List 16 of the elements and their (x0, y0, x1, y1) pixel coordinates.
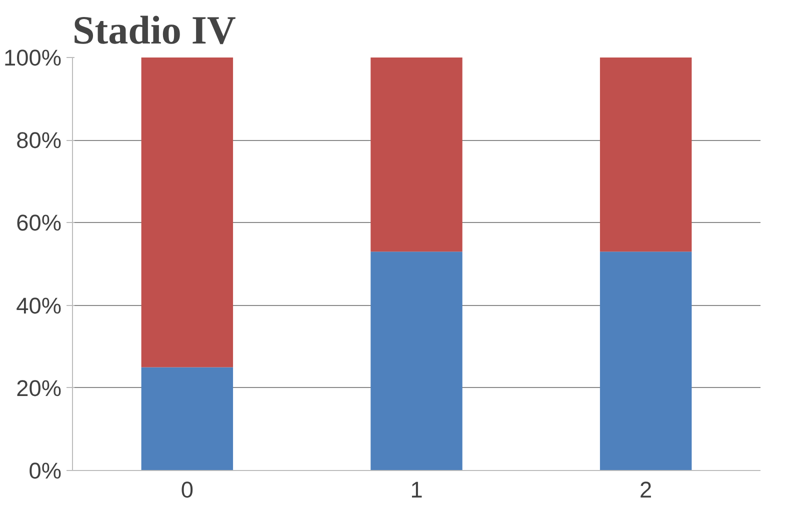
chart-title: Stadio IV (72, 8, 236, 52)
bar (141, 58, 234, 368)
x-tick-label: 0 (180, 476, 194, 502)
bar (370, 58, 462, 252)
y-tick-label: 100% (4, 44, 62, 70)
y-tick-label: 80% (16, 127, 62, 154)
x-tick-label: 1 (410, 476, 423, 502)
bar (370, 252, 462, 470)
y-tick-label: 60% (16, 210, 62, 236)
bar (600, 58, 692, 252)
y-tick-label: 0% (28, 458, 62, 484)
y-tick-label: 40% (16, 292, 62, 318)
bar (600, 252, 692, 470)
y-tick-label: 20% (16, 374, 62, 401)
bar (141, 367, 234, 470)
x-tick-label: 2 (640, 476, 652, 502)
